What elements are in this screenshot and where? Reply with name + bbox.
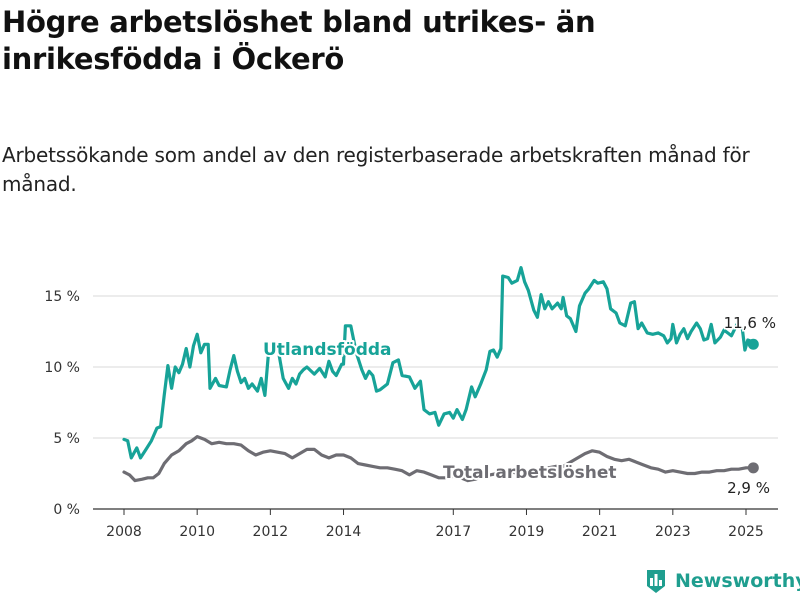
x-tick-label: 2017 xyxy=(435,524,471,540)
utlandsfodda-end-marker xyxy=(747,338,759,350)
total-end-marker xyxy=(747,462,759,474)
x-tick-label: 2012 xyxy=(253,524,289,540)
y-tick-label: 15 % xyxy=(44,289,80,305)
x-tick-label: 2021 xyxy=(582,524,618,540)
x-tick-label: 2010 xyxy=(179,524,215,540)
total-line xyxy=(122,435,755,483)
x-tick-label: 2025 xyxy=(728,524,764,540)
y-tick-label: 5 % xyxy=(53,431,80,447)
x-tick-label: 2023 xyxy=(655,524,691,540)
chart-title: Högre arbetslöshet bland utrikes- än inr… xyxy=(2,5,596,76)
series-label-total: Total arbetslöshet xyxy=(443,463,617,483)
series-labels: Utlandsfödda Total arbetslöshet 11,6 % 2,9 … xyxy=(261,313,778,499)
series-label-utlandsfodda: Utlandsfödda xyxy=(263,340,392,360)
brand-name: Newsworthy xyxy=(675,570,800,592)
end-value-utlandsfodda: 11,6 % xyxy=(724,314,776,332)
end-value-total: 2,9 % xyxy=(727,479,770,497)
y-axis: 0 % 5 % 10 % 15 % xyxy=(44,289,80,518)
newsworthy-logo: Newsworthy xyxy=(645,568,800,594)
utlandsfodda-line xyxy=(122,266,755,460)
series-lines xyxy=(122,266,759,483)
bar-chart-logo-icon xyxy=(647,570,665,593)
x-tick-label: 2019 xyxy=(509,524,545,540)
y-tick-label: 10 % xyxy=(44,360,80,376)
x-axis: 2008 2010 2012 2014 2017 2019 2021 2023 2025 xyxy=(106,509,764,540)
grid-lines xyxy=(93,295,778,510)
x-tick-label: 2008 xyxy=(106,524,142,540)
x-tick-label: 2014 xyxy=(326,524,362,540)
chart-subtitle: Arbetssökande som andel av den registerb… xyxy=(2,143,750,196)
y-tick-label: 0 % xyxy=(53,502,80,518)
